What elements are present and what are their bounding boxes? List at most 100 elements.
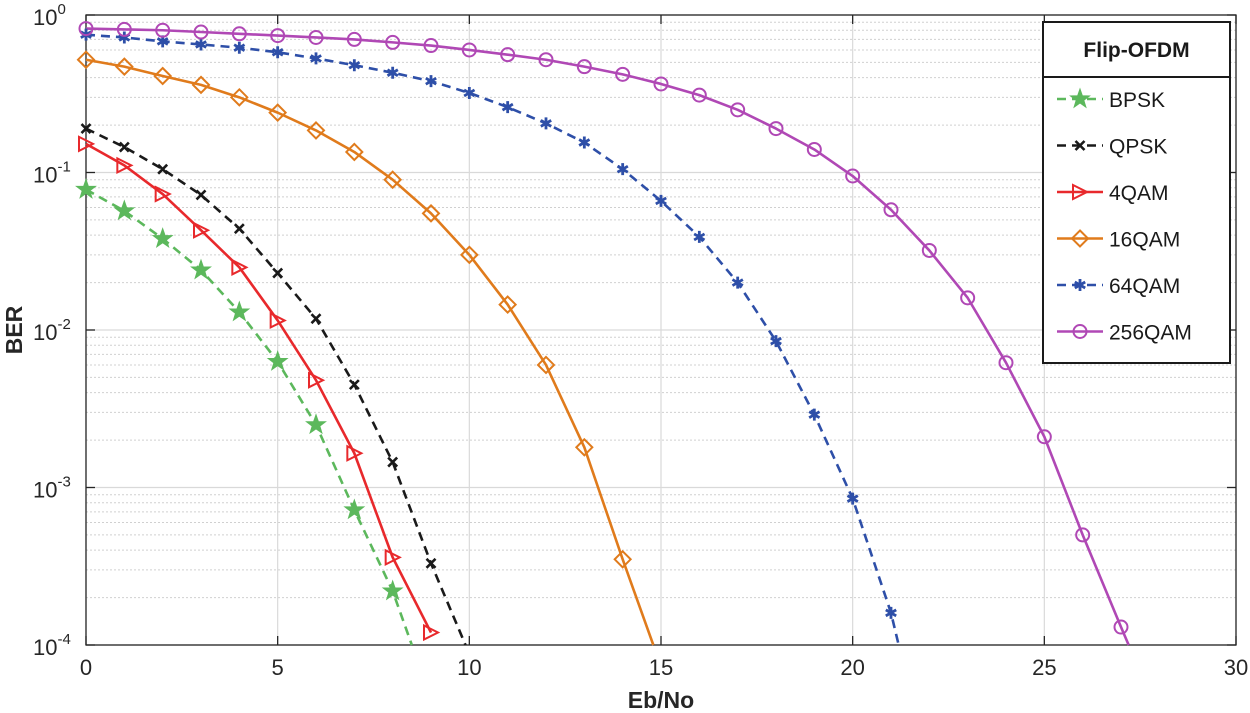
legend-label-64qam: 64QAM: [1109, 275, 1180, 298]
data-point-64qam: [808, 408, 821, 421]
data-point-256qam: [308, 29, 324, 45]
legend-marker-qpsk: [1074, 140, 1086, 151]
data-point-256qam: [845, 168, 861, 184]
y-axis-title: BER: [1, 305, 27, 354]
data-point-256qam: [78, 21, 94, 37]
x-tick-labels: 0 5 10 15 20 25 30: [80, 655, 1248, 680]
x-tick-label: 5: [272, 655, 284, 680]
data-point-256qam: [423, 38, 439, 54]
data-point-4qam: [78, 135, 96, 153]
data-point-256qam: [806, 141, 822, 157]
data-point-16qam: [114, 57, 134, 77]
legend-item-qpsk: QPSK: [1057, 136, 1167, 159]
data-point-qpsk: [195, 189, 207, 201]
legend-title: Flip-OFDM: [1083, 39, 1189, 62]
data-point-256qam: [730, 102, 746, 118]
y-tick-label: 100: [33, 1, 66, 30]
series-line-256qam: [85, 27, 1130, 646]
legend-item-16qam: 16QAM: [1057, 229, 1180, 252]
data-point-bpsk: [343, 498, 366, 520]
data-point-qpsk: [310, 313, 322, 325]
data-point-16qam: [268, 103, 288, 123]
series-line-bpsk: [85, 188, 414, 646]
data-point-64qam: [655, 194, 667, 207]
y-tick-exponent: -4: [57, 631, 70, 648]
data-point-64qam: [846, 492, 859, 505]
data-point-16qam: [344, 142, 364, 162]
legend-marker-64qam: [1074, 279, 1086, 291]
data-point-256qam: [1075, 527, 1091, 543]
data-point-16qam: [76, 50, 96, 70]
data-point-4qam: [384, 548, 402, 567]
data-point-256qam: [768, 121, 784, 137]
x-tick-label: 25: [1032, 655, 1056, 680]
data-point-256qam: [1036, 429, 1052, 445]
data-point-64qam: [271, 46, 284, 59]
y-tick-exponent: -2: [57, 316, 70, 333]
x-tick-label: 20: [840, 655, 864, 680]
data-point-qpsk: [387, 456, 399, 468]
data-point-64qam: [731, 276, 744, 289]
data-point-64qam: [310, 52, 322, 65]
data-point-64qam: [348, 59, 361, 72]
data-point-256qam: [193, 24, 209, 40]
data-point-256qam: [461, 42, 477, 58]
data-point-256qam: [653, 76, 669, 92]
data-point-4qam: [193, 221, 211, 239]
data-point-bpsk: [151, 227, 174, 249]
data-point-qpsk: [118, 141, 130, 153]
legend-item-4qam: 4QAM: [1057, 182, 1169, 205]
data-point-4qam: [154, 185, 172, 203]
legend-item-64qam: 64QAM: [1057, 275, 1180, 298]
y-tick-base: 10: [33, 478, 57, 503]
data-point-64qam: [540, 117, 552, 130]
series-line-4qam: [85, 142, 433, 634]
data-point-bpsk: [381, 579, 404, 601]
data-point-16qam: [306, 121, 326, 140]
y-tick-exponent: -3: [57, 474, 70, 491]
legend: Flip-OFDM BPSK QPSK 4QAM 16QAM 64QAM 256QAM: [1042, 21, 1231, 364]
data-point-16qam: [229, 87, 249, 107]
legend-label-4qam: 4QAM: [1109, 182, 1169, 205]
data-point-qpsk: [425, 557, 437, 569]
data-point-16qam: [574, 437, 594, 457]
x-tick-label: 15: [649, 655, 673, 680]
data-point-256qam: [500, 47, 516, 63]
series-markers: [75, 21, 1129, 642]
data-point-256qam: [576, 59, 592, 75]
data-point-256qam: [615, 66, 631, 82]
data-point-bpsk: [113, 199, 136, 221]
data-point-64qam: [195, 38, 207, 51]
data-point-256qam: [883, 202, 899, 218]
legend-label-bpsk: BPSK: [1109, 89, 1165, 112]
legend-marker-4qam: [1072, 183, 1090, 201]
y-tick-label: 10-2: [33, 316, 71, 345]
data-point-64qam: [693, 230, 706, 243]
data-point-bpsk: [75, 177, 97, 199]
data-point-bpsk: [266, 350, 289, 371]
series-line-64qam: [85, 33, 900, 646]
legend-label-256qam: 256QAM: [1109, 322, 1192, 345]
data-point-64qam: [233, 41, 246, 54]
data-point-256qam: [270, 28, 286, 44]
x-axis-title: Eb/No: [628, 687, 694, 713]
y-tick-exponent: 0: [57, 1, 65, 18]
data-point-256qam: [538, 52, 554, 68]
data-point-4qam: [269, 311, 287, 330]
data-point-16qam: [191, 75, 211, 95]
data-point-4qam: [231, 258, 249, 276]
data-point-bpsk: [190, 258, 212, 280]
legend-label-qpsk: QPSK: [1109, 136, 1167, 159]
y-tick-label: 10-4: [33, 631, 71, 660]
data-point-64qam: [425, 75, 437, 88]
data-point-4qam: [346, 444, 364, 462]
legend-item-256qam: 256QAM: [1057, 322, 1192, 345]
data-point-qpsk: [233, 223, 245, 235]
data-point-16qam: [383, 170, 403, 190]
data-point-256qam: [385, 34, 401, 50]
y-tick-exponent: -1: [57, 159, 70, 176]
y-tick-label: 10-3: [33, 474, 71, 503]
data-point-bpsk: [305, 413, 327, 435]
